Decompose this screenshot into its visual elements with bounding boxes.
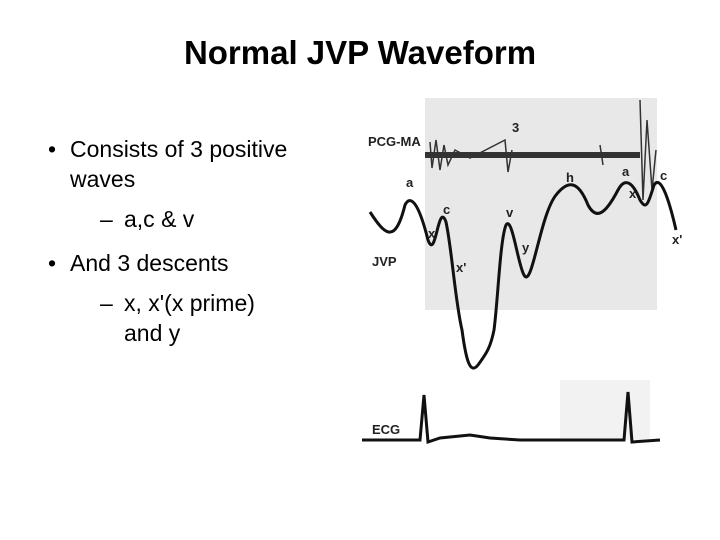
- panel: [425, 98, 657, 310]
- figure-label: x': [672, 232, 682, 247]
- figure-label: c: [660, 168, 667, 183]
- figure-label: a: [406, 175, 414, 190]
- figure-label: ECG: [372, 422, 400, 437]
- bullet-list: Consists of 3 positive waves a,c & v And…: [48, 134, 298, 362]
- sub-bullet: a,c & v: [70, 204, 298, 234]
- ecg-trace: [362, 391, 661, 445]
- figure-label: x: [428, 226, 436, 241]
- figure-label: x: [629, 186, 637, 201]
- figure-label: PCG-MA: [368, 134, 421, 149]
- panel: [560, 380, 650, 440]
- bullet: And 3 descents x, x'(x prime) and y: [48, 248, 298, 348]
- bullet: Consists of 3 positive waves a,c & v: [48, 134, 298, 234]
- bullet-text: Consists of 3 positive waves: [70, 136, 288, 192]
- figure-label: y: [522, 240, 530, 255]
- figure-label: x': [456, 260, 466, 275]
- figure-label: JVP: [372, 254, 397, 269]
- figure-label: c: [443, 202, 450, 217]
- figure-label: a: [622, 164, 630, 179]
- sub-bullet: x, x'(x prime) and y: [70, 288, 298, 348]
- pcg-noise: [429, 99, 657, 201]
- slide-title: Normal JVP Waveform: [183, 34, 537, 71]
- figure-label: v: [506, 205, 514, 220]
- bullet-text: And 3 descents: [70, 250, 229, 276]
- figure-label: h: [566, 170, 574, 185]
- figure-label: 3: [512, 120, 519, 135]
- jvp-trace: [368, 181, 678, 370]
